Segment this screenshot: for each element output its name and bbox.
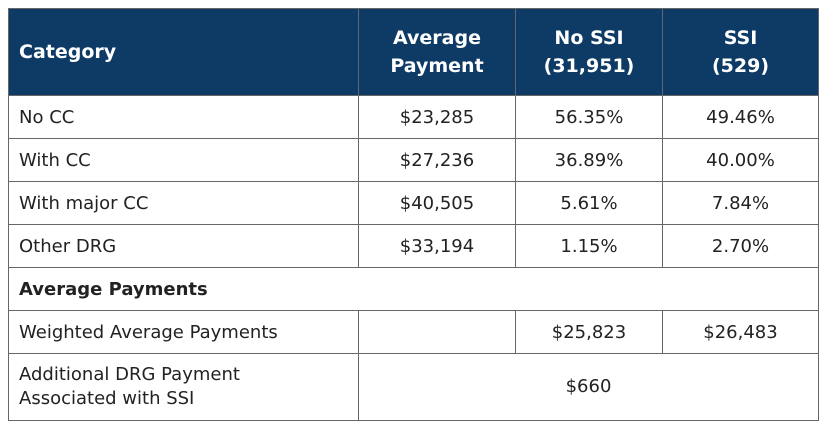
table-body: No CC $23,285 56.35% 49.46% With CC $27,236 36… [8, 95, 819, 421]
weighted-row: Weighted Average Payments $25,823 $26,483 [8, 310, 819, 354]
section-title: Average Payments [8, 267, 819, 311]
empty-cell [358, 310, 516, 354]
data-table: Category Average Payment No SSI (31,951) SSI (… [8, 8, 819, 421]
table-cell: $27,236 [358, 138, 516, 182]
cell-line: Payment [390, 55, 484, 77]
cell-line: No SSI [554, 27, 624, 49]
table-cell: With CC [8, 138, 359, 182]
table-cell: 1.15% [515, 224, 663, 268]
table-cell: With major CC [8, 181, 359, 225]
table-cell: Additional DRG Payment Associated with SS… [8, 353, 359, 421]
additional-row: Additional DRG Payment Associated with SS… [8, 353, 819, 421]
table-cell: 5.61% [515, 181, 663, 225]
table-cell: $25,823 [515, 310, 663, 354]
table-header: Category Average Payment No SSI (31,951) SSI (… [8, 8, 819, 96]
table-row: With major CC $40,505 5.61% 7.84% [8, 181, 819, 225]
table-row: No CC $23,285 56.35% 49.46% [8, 95, 819, 139]
cell-line: (529) [711, 55, 770, 77]
table-cell: 40.00% [662, 138, 819, 182]
table-cell: $40,505 [358, 181, 516, 225]
table-row: With CC $27,236 36.89% 40.00% [8, 138, 819, 182]
section-row: Average Payments [8, 267, 819, 311]
table-cell: 49.46% [662, 95, 819, 139]
cell-line: Average [393, 27, 481, 49]
table-cell: $33,194 [358, 224, 516, 268]
table-cell: $23,285 [358, 95, 516, 139]
cell-line: Category [19, 41, 117, 63]
header-cell: SSI (529) [662, 8, 819, 96]
cell-line: Associated with SSI [19, 388, 195, 409]
table-cell: 2.70% [662, 224, 819, 268]
cell-line: Additional DRG Payment [19, 364, 240, 385]
table-cell: $26,483 [662, 310, 819, 354]
table-cell: $660 [358, 353, 819, 421]
cell-line: SSI [723, 27, 758, 49]
table-cell: 7.84% [662, 181, 819, 225]
table-cell: Weighted Average Payments [8, 310, 359, 354]
header-cell: Average Payment [358, 8, 516, 96]
cell-line: (31,951) [543, 55, 635, 77]
header-cell: Category [8, 8, 359, 96]
table-cell: 56.35% [515, 95, 663, 139]
table-cell: 36.89% [515, 138, 663, 182]
header-row: Category Average Payment No SSI (31,951) SSI (… [8, 8, 819, 96]
table-cell: Other DRG [8, 224, 359, 268]
table-row: Other DRG $33,194 1.15% 2.70% [8, 224, 819, 268]
header-cell: No SSI (31,951) [515, 8, 663, 96]
table-cell: No CC [8, 95, 359, 139]
